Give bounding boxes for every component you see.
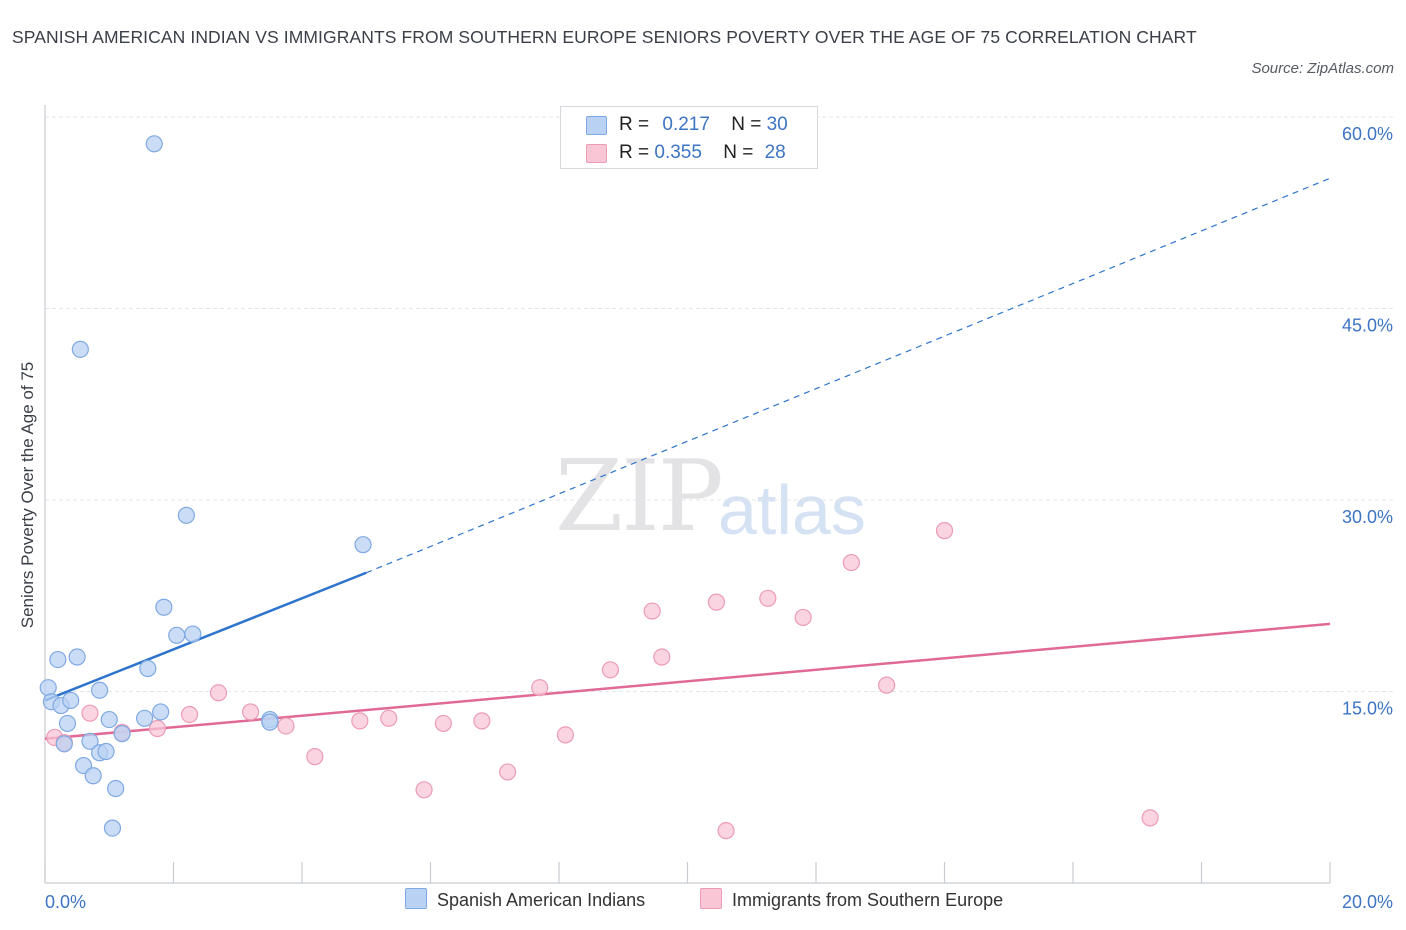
tick-labels-layer: 15.0% 30.0% 45.0% 60.0% 0.0% 20.0% (45, 124, 1393, 912)
legend-swatch-pink (586, 144, 607, 163)
point-blue-11 (84, 767, 102, 785)
point-blue-17 (107, 779, 125, 798)
point-pink-25 (842, 553, 860, 572)
point-blue-13 (91, 681, 109, 699)
point-pink-7 (242, 703, 260, 721)
point-pink-27 (935, 522, 954, 540)
chart-title: SPANISH AMERICAN INDIAN VS IMMIGRANTS FR… (12, 27, 1197, 47)
legend-label-pink: Immigrants from Southern Europe (732, 890, 1004, 910)
source-label: Source: ZipAtlas.com (1251, 60, 1394, 77)
regression-layer (44, 177, 1331, 740)
legend-n-label-pink: N = (723, 142, 759, 163)
point-pink-8 (277, 717, 295, 735)
point-blue-26 (184, 625, 202, 643)
point-pink-4 (148, 719, 167, 738)
stats-legend: R = 0.217 N = 30 R = 0.355 N = 28 (560, 106, 818, 169)
point-blue-24 (168, 626, 186, 644)
legend-r-value-blue: 0.217 (662, 114, 710, 135)
point-pink-19 (643, 602, 661, 620)
point-blue-7 (68, 648, 86, 666)
point-pink-9 (306, 748, 324, 766)
legend-row-blue: R = 0.217 N = 30 (561, 111, 817, 139)
point-blue-28 (261, 713, 279, 731)
point-blue-5 (58, 714, 77, 733)
point-pink-24 (794, 608, 812, 627)
point-blue-0 (39, 679, 57, 697)
point-pink-2 (81, 704, 99, 722)
point-blue-10 (81, 732, 99, 750)
legend-r-value-pink: 0.355 (654, 142, 702, 163)
legend-swatch-pink-bottom (700, 888, 722, 909)
point-pink-22 (717, 822, 735, 840)
x-tick-label-min: 0.0% (45, 892, 86, 912)
point-pink-18 (601, 661, 620, 679)
legend-n-value-blue: 30 (766, 114, 788, 135)
point-blue-8 (71, 340, 89, 358)
point-pink-10 (351, 712, 369, 730)
point-blue-29 (354, 536, 372, 554)
point-pink-13 (434, 714, 452, 733)
legend-item-spanish-american-indians: Spanish American Indians (405, 888, 645, 916)
point-pink-28 (1141, 809, 1159, 827)
point-blue-18 (113, 725, 131, 743)
point-pink-23 (759, 589, 777, 607)
point-pink-17 (556, 726, 575, 744)
point-pink-11 (380, 709, 398, 727)
point-blue-21 (145, 135, 163, 153)
legend-item-immigrants-southern-europe: Immigrants from Southern Europe (700, 888, 1003, 916)
regression-line-blue (44, 571, 367, 702)
regression-line-blue-projected (366, 177, 1331, 574)
point-pink-14 (473, 712, 491, 730)
point-blue-19 (135, 709, 154, 727)
point-blue-14 (97, 742, 115, 761)
legend-n-value-pink: 28 (764, 142, 786, 163)
point-blue-20 (139, 659, 157, 678)
point-pink-5 (180, 705, 199, 724)
legend-swatch-blue (586, 116, 607, 135)
y-tick-label-30: 30.0% (1342, 507, 1393, 527)
y-tick-label-15: 15.0% (1342, 699, 1393, 719)
point-pink-16 (531, 679, 549, 697)
points-layer (39, 135, 1159, 840)
point-blue-15 (100, 710, 118, 729)
legend-r-label-pink: R = (619, 142, 655, 163)
point-pink-12 (415, 781, 433, 799)
legend-r-label-blue: R = (619, 114, 655, 135)
y-tick-label-60: 60.0% (1342, 124, 1393, 144)
point-pink-26 (878, 676, 896, 694)
point-pink-20 (653, 648, 671, 666)
regression-line-pink (44, 622, 1331, 740)
legend-swatch-blue-bottom (405, 888, 427, 909)
legend-row-pink: R = 0.355 N = 28 (561, 139, 817, 167)
point-blue-16 (103, 819, 122, 837)
legend-label-blue: Spanish American Indians (437, 890, 646, 910)
point-blue-4 (55, 735, 73, 753)
point-blue-22 (152, 703, 170, 721)
axis-layer (44, 105, 1331, 884)
watermark-zip: ZIP (555, 440, 724, 554)
x-tick-label-max: 20.0% (1342, 892, 1393, 912)
legend-n-label-blue: N = (731, 114, 767, 135)
point-blue-6 (62, 691, 80, 710)
point-pink-15 (499, 763, 517, 781)
point-pink-21 (707, 593, 726, 611)
watermark-atlas: atlas (718, 471, 866, 549)
point-blue-23 (155, 598, 173, 616)
point-blue-2 (49, 650, 67, 669)
y-tick-label-45: 45.0% (1342, 316, 1393, 336)
point-blue-25 (177, 506, 195, 524)
point-pink-6 (209, 684, 228, 702)
